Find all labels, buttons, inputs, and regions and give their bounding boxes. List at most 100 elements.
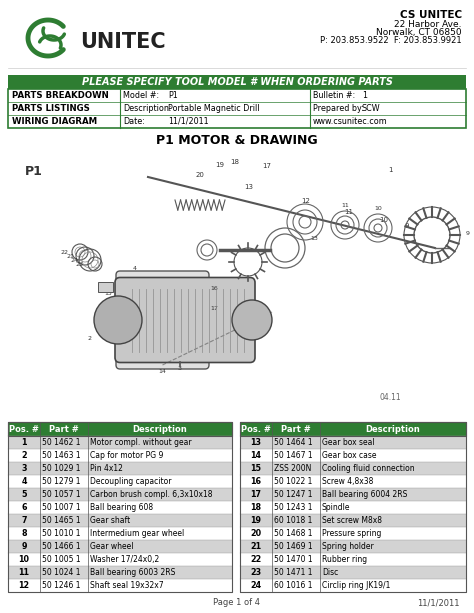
Text: Screw 4,8x38: Screw 4,8x38 (322, 477, 374, 486)
Bar (240, 540, 466, 553)
Text: P1: P1 (168, 91, 178, 100)
Text: P1: P1 (25, 165, 43, 178)
Text: Carbon brush compl. 6,3x10x18: Carbon brush compl. 6,3x10x18 (90, 490, 212, 499)
Text: 4: 4 (133, 267, 137, 272)
Text: 16: 16 (210, 286, 218, 291)
Text: Rubber ring: Rubber ring (322, 555, 367, 564)
Text: Gear wheel: Gear wheel (90, 542, 134, 551)
Text: Circlip ring JK19/1: Circlip ring JK19/1 (322, 581, 391, 590)
Text: 50 1024 1: 50 1024 1 (42, 568, 81, 577)
Text: 16: 16 (250, 477, 262, 486)
Bar (8, 540, 232, 553)
Text: 17: 17 (210, 306, 218, 311)
Bar (8, 514, 232, 527)
Text: Ball bearing 6004 2RS: Ball bearing 6004 2RS (322, 490, 407, 499)
Bar (240, 488, 466, 501)
Bar (240, 514, 466, 527)
Text: 1: 1 (21, 438, 27, 447)
Text: 50 1469 1: 50 1469 1 (274, 542, 313, 551)
Text: Bulletin #:: Bulletin #: (313, 91, 355, 100)
Text: 2: 2 (21, 451, 27, 460)
Text: 1: 1 (388, 167, 392, 173)
Text: 23: 23 (76, 262, 84, 267)
Bar (8, 89, 466, 128)
Text: 4: 4 (21, 477, 27, 486)
Bar (8, 422, 232, 436)
FancyBboxPatch shape (115, 278, 255, 362)
Text: 24: 24 (71, 257, 79, 262)
Text: 15: 15 (250, 464, 262, 473)
Text: P: 203.853.9522  F: 203.853.9921: P: 203.853.9522 F: 203.853.9921 (320, 36, 462, 45)
Text: Gear shaft: Gear shaft (90, 516, 130, 525)
Text: 11: 11 (341, 203, 349, 208)
Text: 60 1016 1: 60 1016 1 (274, 581, 312, 590)
Text: Page 1 of 4: Page 1 of 4 (213, 598, 261, 607)
Text: Cooling fluid connection: Cooling fluid connection (322, 464, 415, 473)
Text: Description:: Description: (123, 104, 172, 113)
Text: PLEASE SPECIFY TOOL MODEL # WHEN ORDERING PARTS: PLEASE SPECIFY TOOL MODEL # WHEN ORDERIN… (82, 77, 392, 87)
Text: 04.11: 04.11 (379, 393, 401, 402)
Text: 50 1247 1: 50 1247 1 (274, 490, 312, 499)
Text: 3: 3 (21, 464, 27, 473)
Bar (8, 566, 232, 579)
Text: 14: 14 (250, 451, 262, 460)
Bar (240, 462, 466, 475)
Text: 21: 21 (250, 542, 262, 551)
Text: 21: 21 (66, 254, 74, 259)
Bar (240, 422, 466, 436)
Text: 50 1464 1: 50 1464 1 (274, 438, 313, 447)
Text: 17: 17 (250, 490, 262, 499)
Text: Pin 4x12: Pin 4x12 (90, 464, 123, 473)
Text: 11/1/2011: 11/1/2011 (418, 598, 460, 607)
Text: 7: 7 (21, 516, 27, 525)
Bar (8, 75, 466, 89)
Text: 18: 18 (250, 503, 262, 512)
Text: Pos. #: Pos. # (241, 424, 271, 433)
Text: 5: 5 (103, 286, 107, 291)
Text: 20: 20 (250, 529, 262, 538)
Text: Spring holder: Spring holder (322, 542, 374, 551)
Bar (8, 422, 232, 592)
Text: 11/1/2011: 11/1/2011 (168, 117, 209, 126)
Text: PARTS LISTINGS: PARTS LISTINGS (12, 104, 90, 113)
Text: 50 1468 1: 50 1468 1 (274, 529, 312, 538)
Text: 50 1465 1: 50 1465 1 (42, 516, 81, 525)
Text: Part #: Part # (281, 424, 311, 433)
FancyBboxPatch shape (116, 271, 209, 369)
Text: 23: 23 (250, 568, 262, 577)
Text: 3: 3 (178, 365, 182, 370)
Text: ZSS 200N: ZSS 200N (274, 464, 311, 473)
Text: 9: 9 (404, 223, 409, 229)
Text: www.csunitec.com: www.csunitec.com (313, 117, 388, 126)
Text: Cap for motor PG 9: Cap for motor PG 9 (90, 451, 164, 460)
Text: 11: 11 (345, 208, 354, 215)
Text: 17: 17 (263, 163, 272, 169)
Bar (8, 148, 466, 415)
Text: 50 1463 1: 50 1463 1 (42, 451, 81, 460)
Text: CS UNITEC: CS UNITEC (400, 10, 462, 20)
Text: 50 1010 1: 50 1010 1 (42, 529, 81, 538)
Text: 50 1279 1: 50 1279 1 (42, 477, 81, 486)
Text: P1 MOTOR & DRAWING: P1 MOTOR & DRAWING (156, 134, 318, 147)
Text: 50 1005 1: 50 1005 1 (42, 555, 81, 564)
Text: 24: 24 (250, 581, 262, 590)
Text: 19: 19 (216, 162, 225, 168)
Text: 13: 13 (250, 438, 262, 447)
Text: Gear box seal: Gear box seal (322, 438, 374, 447)
Text: Spindle: Spindle (322, 503, 350, 512)
Text: Pressure spring: Pressure spring (322, 529, 382, 538)
Bar (8, 422, 232, 436)
Text: 18: 18 (230, 159, 239, 165)
Circle shape (94, 296, 142, 344)
Text: 11: 11 (18, 568, 29, 577)
Text: 13: 13 (310, 236, 318, 241)
Text: Description: Description (365, 424, 420, 433)
Text: Ball bearing 608: Ball bearing 608 (90, 503, 153, 512)
Text: Set screw M8x8: Set screw M8x8 (322, 516, 382, 525)
Text: PARTS BREAKDOWN: PARTS BREAKDOWN (12, 91, 109, 100)
Text: 6: 6 (21, 503, 27, 512)
Bar (8, 436, 232, 449)
Text: 12: 12 (18, 581, 29, 590)
Text: 10: 10 (379, 217, 388, 223)
Text: 50 1466 1: 50 1466 1 (42, 542, 81, 551)
